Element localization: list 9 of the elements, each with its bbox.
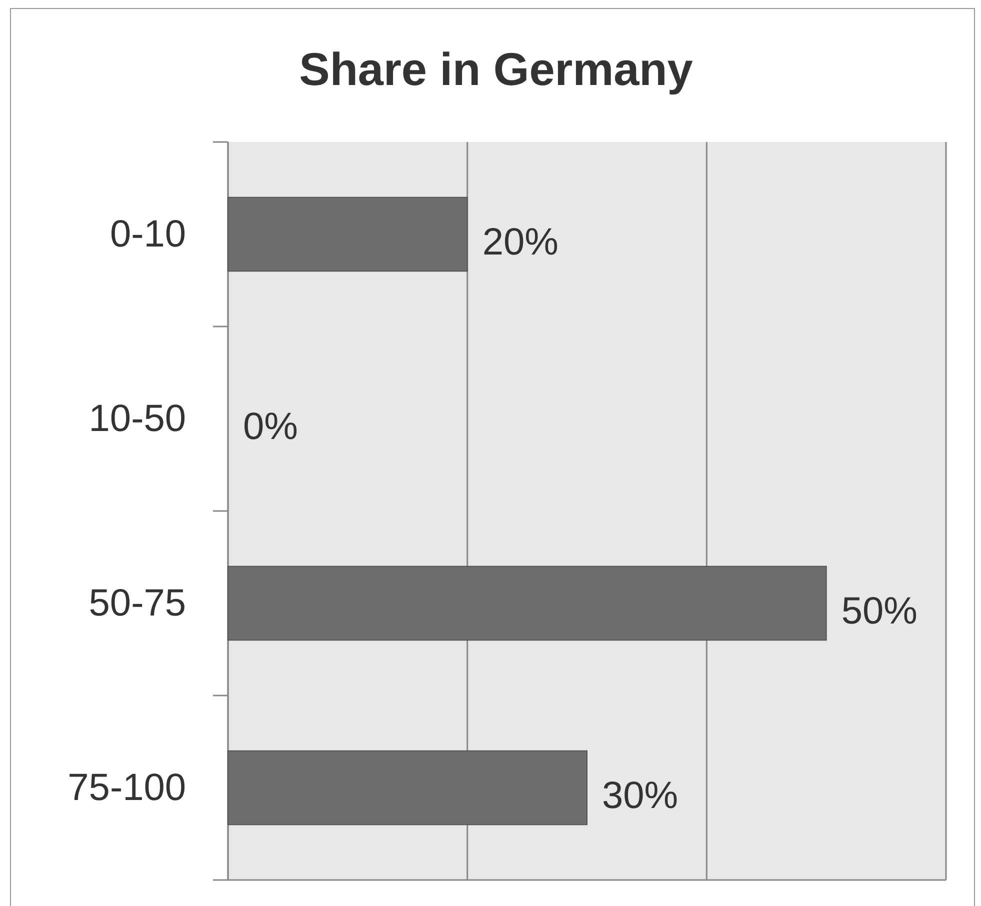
- y-tick-label: 10-50: [88, 398, 186, 440]
- data-label: 30%: [602, 774, 678, 817]
- y-tick-label: 0-10: [110, 213, 186, 256]
- y-tick-label: 75-100: [68, 766, 186, 809]
- chart-title: Share in Germany: [299, 43, 694, 95]
- data-label: 0%: [243, 406, 298, 448]
- data-label: 20%: [482, 221, 558, 264]
- data-label: 50%: [841, 590, 918, 632]
- y-tick-label: 50-75: [88, 582, 186, 624]
